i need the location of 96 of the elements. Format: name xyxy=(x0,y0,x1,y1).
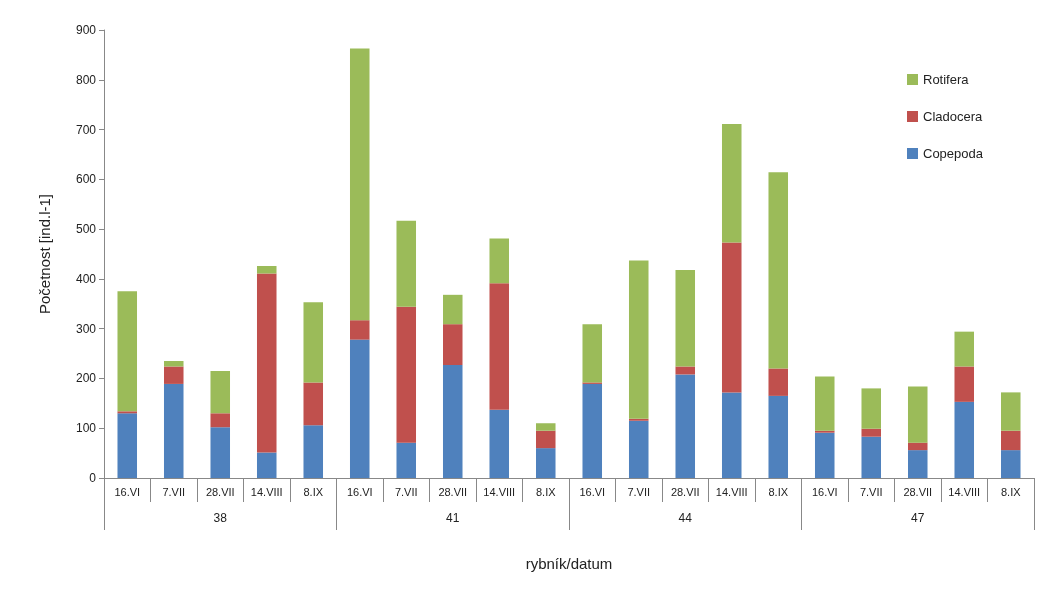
bar xyxy=(489,409,510,478)
bar xyxy=(721,124,742,243)
y-tick-label: 600 xyxy=(75,172,97,187)
x-tick-label: 14.VIII xyxy=(948,485,981,498)
y-tick-label: 100 xyxy=(75,421,97,436)
y-tick-label: 300 xyxy=(75,321,97,336)
bar xyxy=(349,48,370,321)
legend-label: Cladocera xyxy=(923,109,984,124)
x-tick-label: 28.VII xyxy=(205,485,235,498)
bar xyxy=(210,370,231,414)
x-tick-label: 7.VII xyxy=(394,485,418,498)
y-tick-label: 0 xyxy=(89,471,97,485)
bar xyxy=(396,306,417,443)
bar xyxy=(675,366,696,375)
bar xyxy=(535,430,556,449)
bar xyxy=(349,339,370,478)
bar xyxy=(117,413,138,478)
x-tick-label: 14.VIII xyxy=(483,485,516,498)
bar xyxy=(210,413,231,428)
x-tick-label: 14.VIII xyxy=(715,485,748,498)
bar xyxy=(1000,430,1021,451)
bar xyxy=(163,366,184,384)
bar xyxy=(628,420,649,478)
bar xyxy=(768,368,789,396)
bar xyxy=(907,450,928,478)
y-axis-title: Početnost [ind.l-1] xyxy=(36,193,53,315)
bar xyxy=(303,425,324,478)
y-tick-label: 700 xyxy=(75,122,97,137)
y-tick-label: 800 xyxy=(75,72,97,87)
x-tick-label: 8.IX xyxy=(535,485,557,498)
bar xyxy=(163,361,184,367)
x-tick-label: 8.IX xyxy=(1000,485,1022,498)
bar xyxy=(861,388,882,429)
bar xyxy=(256,265,277,274)
bar xyxy=(256,452,277,478)
bar xyxy=(582,324,603,383)
x-tick-label: 16.VI xyxy=(114,485,141,498)
y-tick-label: 200 xyxy=(75,371,97,386)
bar xyxy=(861,428,882,437)
bar xyxy=(768,395,789,478)
bar xyxy=(396,220,417,307)
bar xyxy=(628,418,649,421)
bar xyxy=(861,436,882,478)
legend-label: Rotifera xyxy=(923,72,970,87)
bar xyxy=(349,320,370,340)
legend-label: Copepoda xyxy=(923,146,984,161)
x-tick-label: 14.VIII xyxy=(250,485,283,498)
bar xyxy=(442,294,463,325)
x-tick-label: 8.IX xyxy=(768,485,789,498)
x-tick-label: 16.VI xyxy=(579,485,606,498)
x-tick-label: 28.VII xyxy=(438,485,468,498)
y-tick-label: 900 xyxy=(75,23,97,37)
bar xyxy=(814,376,835,431)
text: 47 xyxy=(911,511,925,525)
bar xyxy=(675,269,696,367)
bar xyxy=(303,382,324,426)
bar xyxy=(489,283,510,410)
text: 44 xyxy=(678,511,693,525)
bar xyxy=(489,238,510,284)
bar xyxy=(256,273,277,453)
x-tick-label: 16.VI xyxy=(811,485,838,498)
y-tick-label: 400 xyxy=(75,271,97,286)
text: 38 xyxy=(213,511,228,525)
bar xyxy=(628,260,649,419)
bar xyxy=(303,302,324,383)
x-axis-title: rybník/datum xyxy=(525,555,613,572)
bar xyxy=(907,442,928,451)
text: 41 xyxy=(446,511,460,525)
bar xyxy=(721,392,742,478)
bar xyxy=(907,386,928,443)
bar xyxy=(954,401,975,478)
x-tick-label: 28.VII xyxy=(670,485,700,498)
bar xyxy=(117,291,138,412)
x-tick-label: 8.IX xyxy=(303,485,324,498)
x-tick-label: 7.VII xyxy=(162,485,186,498)
x-tick-label: 7.VII xyxy=(627,485,651,498)
bar xyxy=(396,442,417,478)
bar xyxy=(535,423,556,431)
bar xyxy=(675,374,696,478)
bar xyxy=(1000,450,1021,478)
x-tick-label: 28.VII xyxy=(903,485,933,498)
bar xyxy=(768,172,789,369)
bar xyxy=(442,365,463,478)
bar xyxy=(954,331,975,367)
y-tick-label: 500 xyxy=(75,222,97,237)
bar xyxy=(210,427,231,478)
bar xyxy=(721,242,742,393)
bar xyxy=(163,383,184,478)
x-tick-label: 7.VII xyxy=(859,485,883,498)
x-tick-label: 16.VI xyxy=(346,485,373,498)
bar xyxy=(535,448,556,478)
bar xyxy=(954,366,975,402)
bar xyxy=(1000,392,1021,431)
bar xyxy=(442,324,463,365)
bar xyxy=(814,432,835,478)
bar xyxy=(582,383,603,478)
